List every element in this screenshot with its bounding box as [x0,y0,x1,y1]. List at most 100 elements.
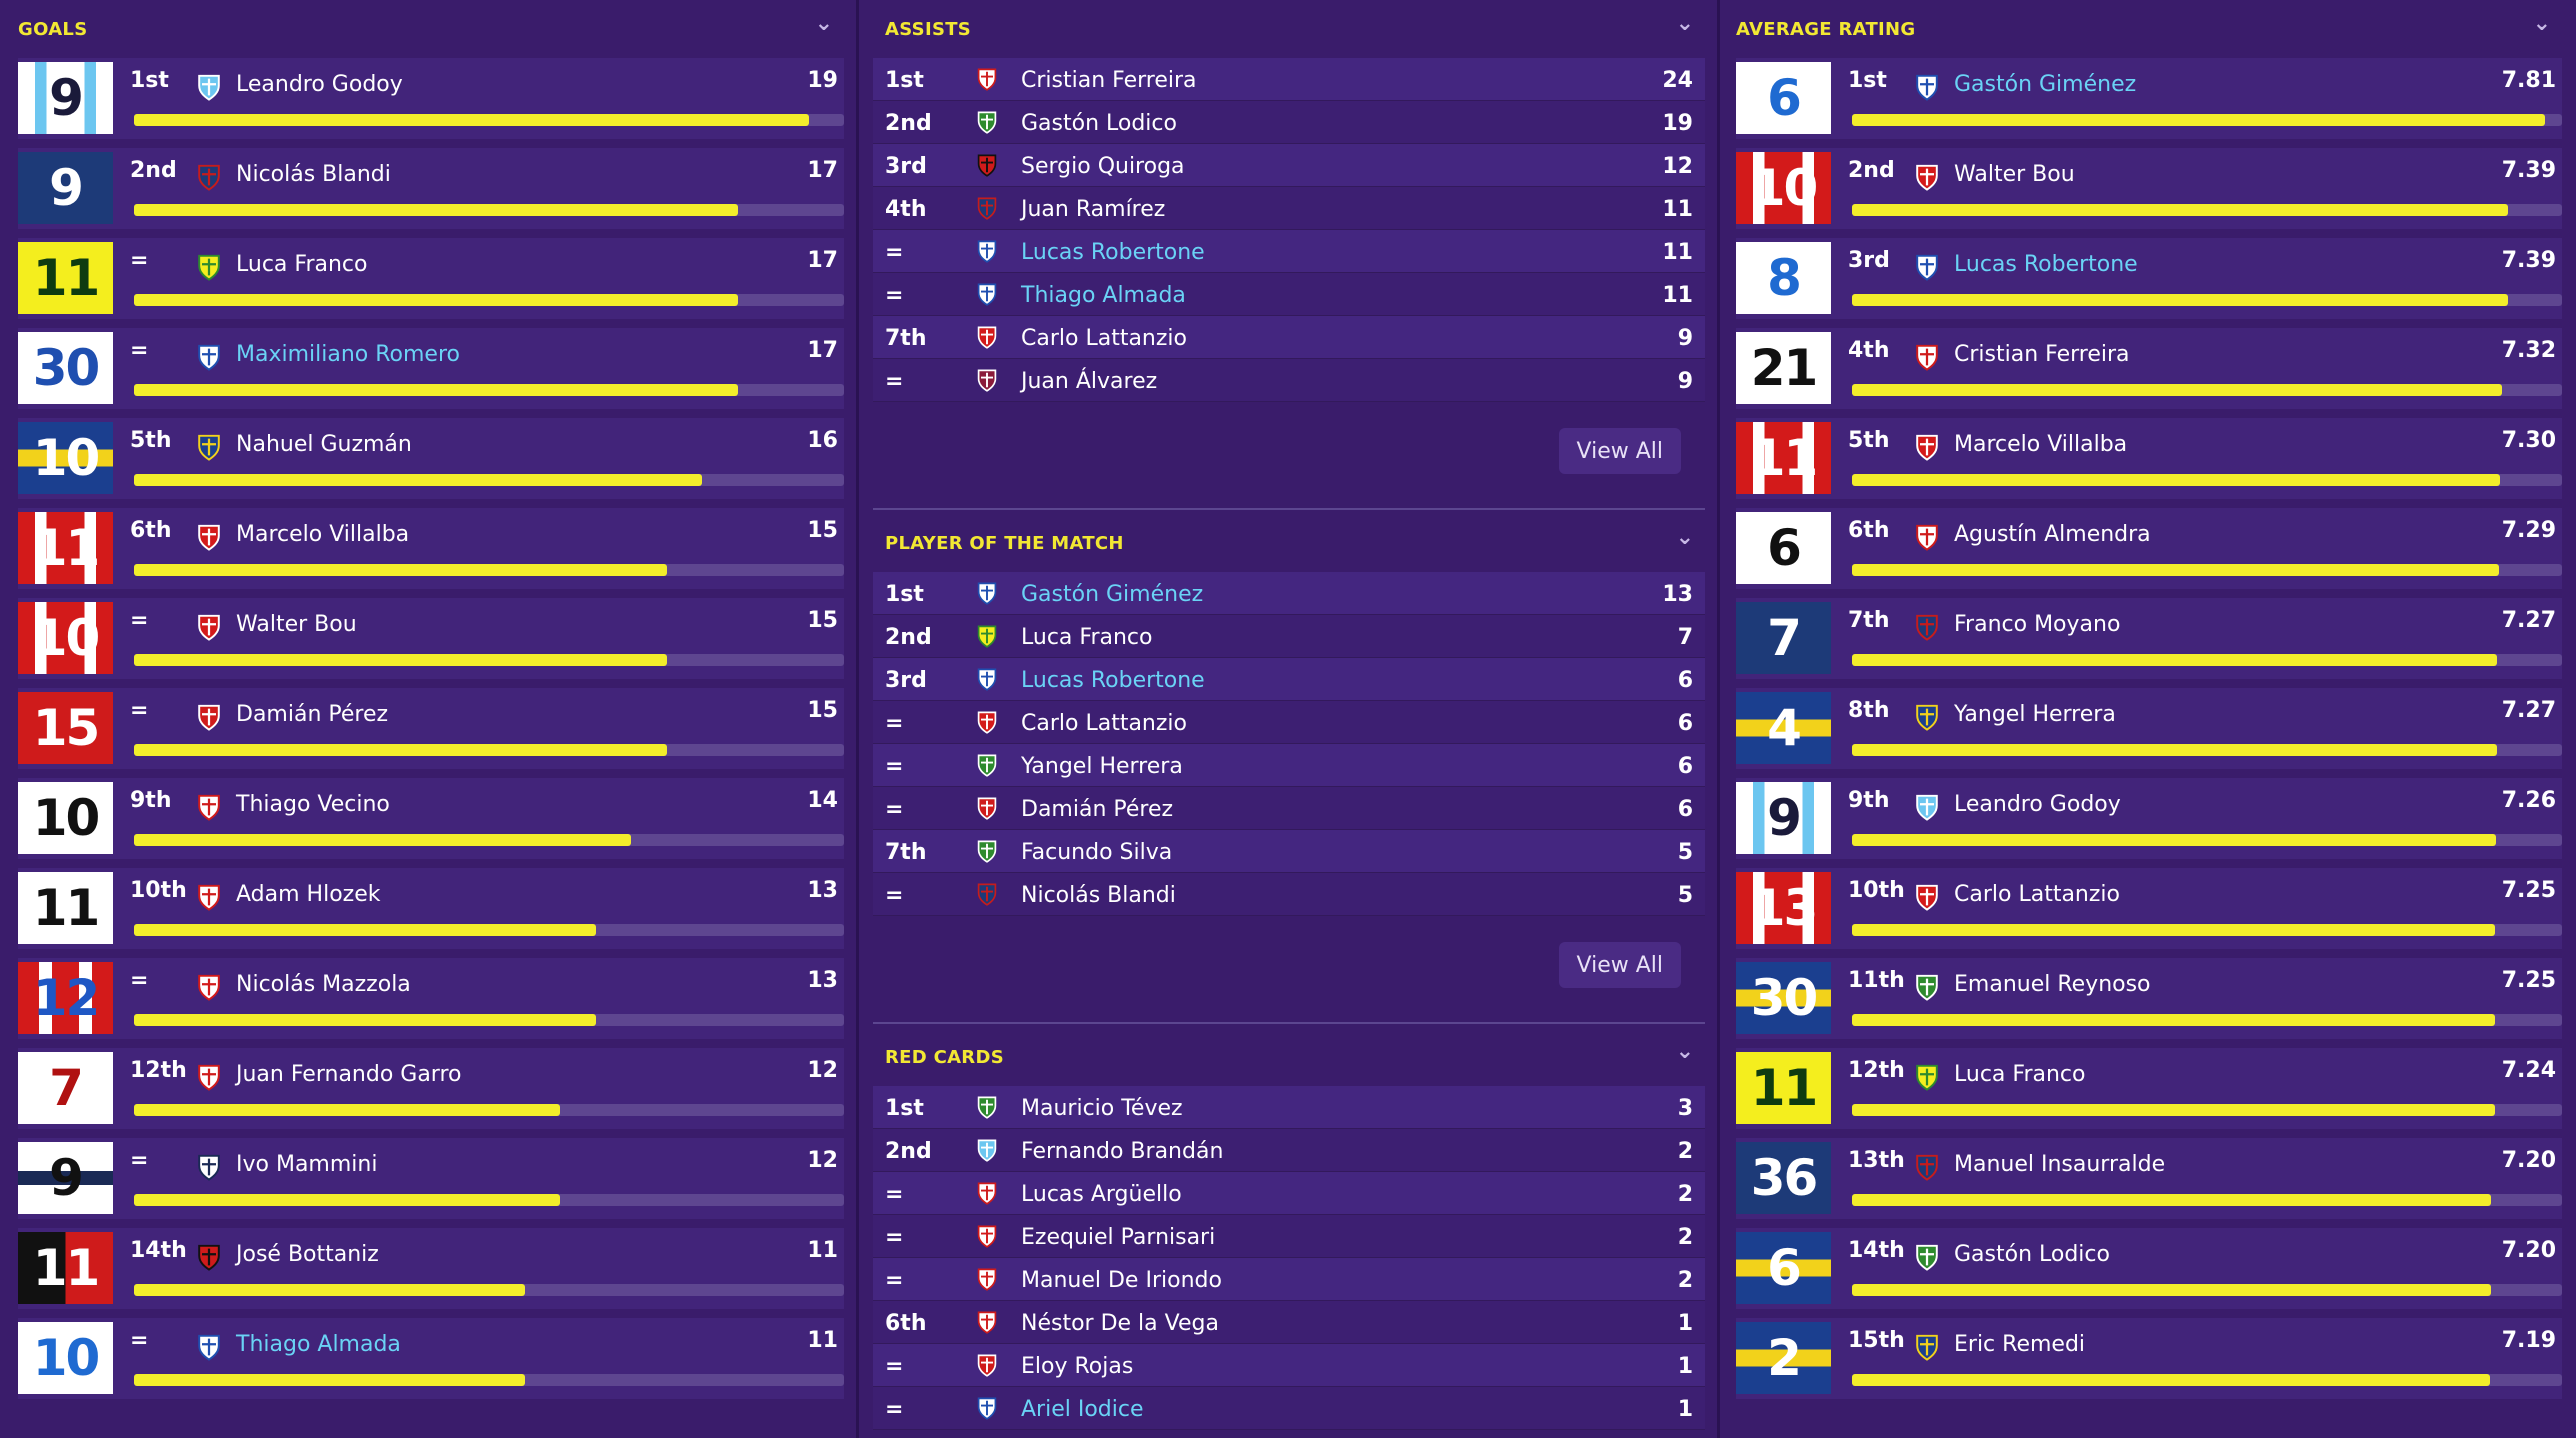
player-name-link[interactable]: Nicolás Blandi [236,162,391,187]
player-row[interactable]: 6 14th Gastón Lodico 7.20 [1736,1228,2562,1309]
player-row[interactable]: 11 14th José Bottaniz 11 [18,1228,844,1309]
player-row[interactable]: 7 12th Juan Fernando Garro 12 [18,1048,844,1129]
player-row[interactable]: = Thiago Almada 11 [873,273,1705,316]
player-row[interactable]: 2nd Gastón Lodico 19 [873,101,1705,144]
player-row[interactable]: 7th Carlo Lattanzio 9 [873,316,1705,359]
player-row[interactable]: = Damián Pérez 6 [873,787,1705,830]
player-name-link[interactable]: Luca Franco [1954,1062,2086,1087]
player-row[interactable]: 7 7th Franco Moyano 7.27 [1736,598,2562,679]
player-row[interactable]: 9 = Ivo Mammini 12 [18,1138,844,1219]
player-row[interactable]: 2nd Luca Franco 7 [873,615,1705,658]
player-row[interactable]: 15 = Damián Pérez 15 [18,688,844,769]
player-row[interactable]: 7th Facundo Silva 5 [873,830,1705,873]
player-name-link[interactable]: Maximiliano Romero [236,342,460,367]
player-name-link[interactable]: Eloy Rojas [1021,1354,1134,1379]
player-name-link[interactable]: Thiago Almada [236,1332,401,1357]
player-name-link[interactable]: Leandro Godoy [236,72,403,97]
player-row[interactable]: 11 = Luca Franco 17 [18,238,844,319]
player-name-link[interactable]: José Bottaniz [236,1242,379,1267]
player-row[interactable]: 9 2nd Nicolás Blandi 17 [18,148,844,229]
player-name-link[interactable]: Lucas Robertone [1954,252,2138,277]
player-name-link[interactable]: Walter Bou [236,612,357,637]
player-name-link[interactable]: Juan Fernando Garro [236,1062,462,1087]
player-name-link[interactable]: Cristian Ferreira [1954,342,2130,367]
chevron-down-icon[interactable]: ⌄ [1675,1039,1695,1064]
player-name-link[interactable]: Lucas Argüello [1021,1182,1182,1207]
player-row[interactable]: = Carlo Lattanzio 6 [873,701,1705,744]
player-row[interactable]: = Manuel De Iriondo 2 [873,1258,1705,1301]
player-row[interactable]: 10 = Thiago Almada 11 [18,1318,844,1399]
player-row[interactable]: 10 = Walter Bou 15 [18,598,844,679]
player-row[interactable]: 9 9th Leandro Godoy 7.26 [1736,778,2562,859]
chevron-down-icon[interactable]: ⌄ [2532,11,2552,36]
player-name-link[interactable]: Facundo Silva [1021,840,1173,865]
player-row[interactable]: 3rd Lucas Robertone 6 [873,658,1705,701]
player-name-link[interactable]: Manuel Insaurralde [1954,1152,2166,1177]
player-name-link[interactable]: Yangel Herrera [1954,702,2116,727]
player-name-link[interactable]: Leandro Godoy [1954,792,2121,817]
player-row[interactable]: 10 9th Thiago Vecino 14 [18,778,844,859]
player-name-link[interactable]: Agustín Almendra [1954,522,2151,547]
player-name-link[interactable]: Fernando Brandán [1021,1139,1224,1164]
player-name-link[interactable]: Thiago Vecino [236,792,390,817]
player-name-link[interactable]: Gastón Lodico [1021,111,1177,136]
player-row[interactable]: 11 6th Marcelo Villalba 15 [18,508,844,589]
player-row[interactable]: 11 10th Adam Hlozek 13 [18,868,844,949]
player-row[interactable]: = Ezequiel Parnisari 2 [873,1215,1705,1258]
player-row[interactable]: 30 = Maximiliano Romero 17 [18,328,844,409]
player-row[interactable]: 6th Néstor De la Vega 1 [873,1301,1705,1344]
player-name-link[interactable]: Cristian Ferreira [1021,68,1197,93]
player-row[interactable]: 1st Gastón Giménez 13 [873,572,1705,615]
player-name-link[interactable]: Adam Hlozek [236,882,381,907]
player-row[interactable]: = Lucas Argüello 2 [873,1172,1705,1215]
player-name-link[interactable]: Nicolás Mazzola [236,972,411,997]
player-name-link[interactable]: Walter Bou [1954,162,2075,187]
player-row[interactable]: 2nd Fernando Brandán 2 [873,1129,1705,1172]
player-row[interactable]: 1st Mauricio Tévez 3 [873,1086,1705,1129]
player-name-link[interactable]: Lucas Robertone [1021,668,1205,693]
player-name-link[interactable]: Yangel Herrera [1021,754,1183,779]
player-row[interactable]: 4th Juan Ramírez 11 [873,187,1705,230]
player-row[interactable]: 6 1st Gastón Giménez 7.81 [1736,58,2562,139]
chevron-down-icon[interactable]: ⌄ [1675,525,1695,550]
player-row[interactable]: 13 10th Carlo Lattanzio 7.25 [1736,868,2562,949]
player-name-link[interactable]: Lucas Robertone [1021,240,1205,265]
player-row[interactable]: 36 13th Manuel Insaurralde 7.20 [1736,1138,2562,1219]
assists-view-all-button[interactable]: View All [1558,428,1681,474]
player-row[interactable]: 30 11th Emanuel Reynoso 7.25 [1736,958,2562,1039]
player-name-link[interactable]: Juan Ramírez [1021,197,1166,222]
player-name-link[interactable]: Gastón Giménez [1021,582,1204,607]
player-name-link[interactable]: Nahuel Guzmán [236,432,412,457]
player-row[interactable]: 8 3rd Lucas Robertone 7.39 [1736,238,2562,319]
player-name-link[interactable]: Néstor De la Vega [1021,1311,1219,1336]
chevron-down-icon[interactable]: ⌄ [1675,11,1695,36]
player-row[interactable]: 10 5th Nahuel Guzmán 16 [18,418,844,499]
chevron-down-icon[interactable]: ⌄ [814,11,834,36]
player-row[interactable]: 9 1st Leandro Godoy 19 [18,58,844,139]
player-row[interactable]: = Yangel Herrera 6 [873,744,1705,787]
player-row[interactable]: 11 5th Marcelo Villalba 7.30 [1736,418,2562,499]
player-name-link[interactable]: Carlo Lattanzio [1021,326,1187,351]
player-name-link[interactable]: Marcelo Villalba [236,522,410,547]
player-row[interactable]: = Nicolás Blandi 5 [873,873,1705,916]
player-name-link[interactable]: Carlo Lattanzio [1954,882,2120,907]
player-name-link[interactable]: Thiago Almada [1021,283,1186,308]
player-name-link[interactable]: Emanuel Reynoso [1954,972,2151,997]
player-name-link[interactable]: Gastón Lodico [1954,1242,2110,1267]
player-name-link[interactable]: Nicolás Blandi [1021,883,1176,908]
player-row[interactable]: 10 2nd Walter Bou 7.39 [1736,148,2562,229]
player-row[interactable]: = Ariel Iodice 1 [873,1387,1705,1430]
player-name-link[interactable]: Carlo Lattanzio [1021,711,1187,736]
player-name-link[interactable]: Luca Franco [236,252,368,277]
player-row[interactable]: 3rd Sergio Quiroga 12 [873,144,1705,187]
player-name-link[interactable]: Sergio Quiroga [1021,154,1185,179]
player-name-link[interactable]: Damián Pérez [236,702,389,727]
player-name-link[interactable]: Gastón Giménez [1954,72,2137,97]
player-name-link[interactable]: Ariel Iodice [1021,1397,1144,1422]
player-row[interactable]: 11 12th Luca Franco 7.24 [1736,1048,2562,1129]
player-row[interactable]: 2 15th Eric Remedi 7.19 [1736,1318,2562,1399]
player-row[interactable]: = Eloy Rojas 1 [873,1344,1705,1387]
player-row[interactable]: 21 4th Cristian Ferreira 7.32 [1736,328,2562,409]
player-name-link[interactable]: Mauricio Tévez [1021,1096,1183,1121]
player-row[interactable]: = Juan Álvarez 9 [873,359,1705,402]
